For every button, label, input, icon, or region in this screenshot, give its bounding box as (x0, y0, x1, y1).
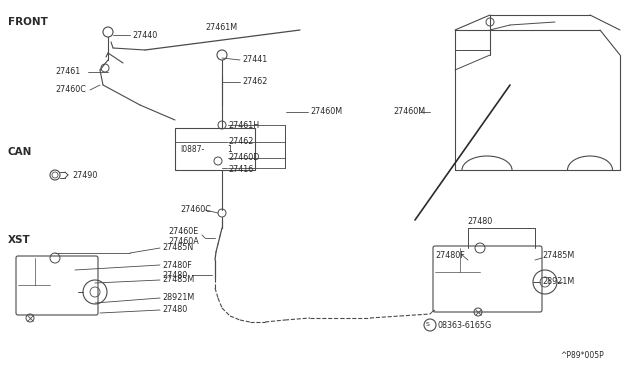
Text: 27485M: 27485M (162, 276, 195, 285)
Text: 27461H: 27461H (228, 121, 259, 129)
Text: FRONT: FRONT (8, 17, 48, 27)
Text: 27440: 27440 (132, 31, 157, 39)
Text: I0887-: I0887- (180, 144, 204, 154)
Text: 27416: 27416 (228, 166, 253, 174)
Bar (175, 128, 255, 170)
Text: 27485N: 27485N (162, 244, 193, 253)
Text: 27462: 27462 (242, 77, 268, 87)
Text: 28921M: 28921M (162, 294, 195, 302)
Text: 27460E: 27460E (168, 228, 198, 237)
Text: XST: XST (8, 235, 31, 245)
Text: 27460M: 27460M (310, 108, 342, 116)
Text: 1: 1 (227, 144, 232, 154)
Text: 27480F: 27480F (162, 260, 192, 269)
Text: CAN: CAN (8, 147, 33, 157)
Text: ^P89*005P: ^P89*005P (560, 350, 604, 359)
Text: 27480F: 27480F (435, 250, 465, 260)
Text: 27480: 27480 (162, 270, 188, 279)
Text: 27441: 27441 (242, 55, 268, 64)
Text: 27460C: 27460C (180, 205, 211, 215)
Text: 28921M: 28921M (542, 278, 574, 286)
Text: 27460C: 27460C (55, 86, 86, 94)
Text: 08363-6165G: 08363-6165G (438, 321, 492, 330)
Text: S: S (426, 323, 430, 327)
Text: 27461: 27461 (55, 67, 80, 77)
Text: 27462: 27462 (228, 138, 253, 147)
Text: 27460D: 27460D (228, 154, 259, 163)
Text: 27485M: 27485M (542, 250, 574, 260)
Text: 27460A: 27460A (168, 237, 199, 247)
Text: 27461M: 27461M (205, 22, 237, 32)
Text: 27460M: 27460M (393, 108, 425, 116)
Text: 27490: 27490 (72, 170, 97, 180)
Text: 27480: 27480 (162, 305, 188, 314)
Text: 27480: 27480 (467, 218, 493, 227)
